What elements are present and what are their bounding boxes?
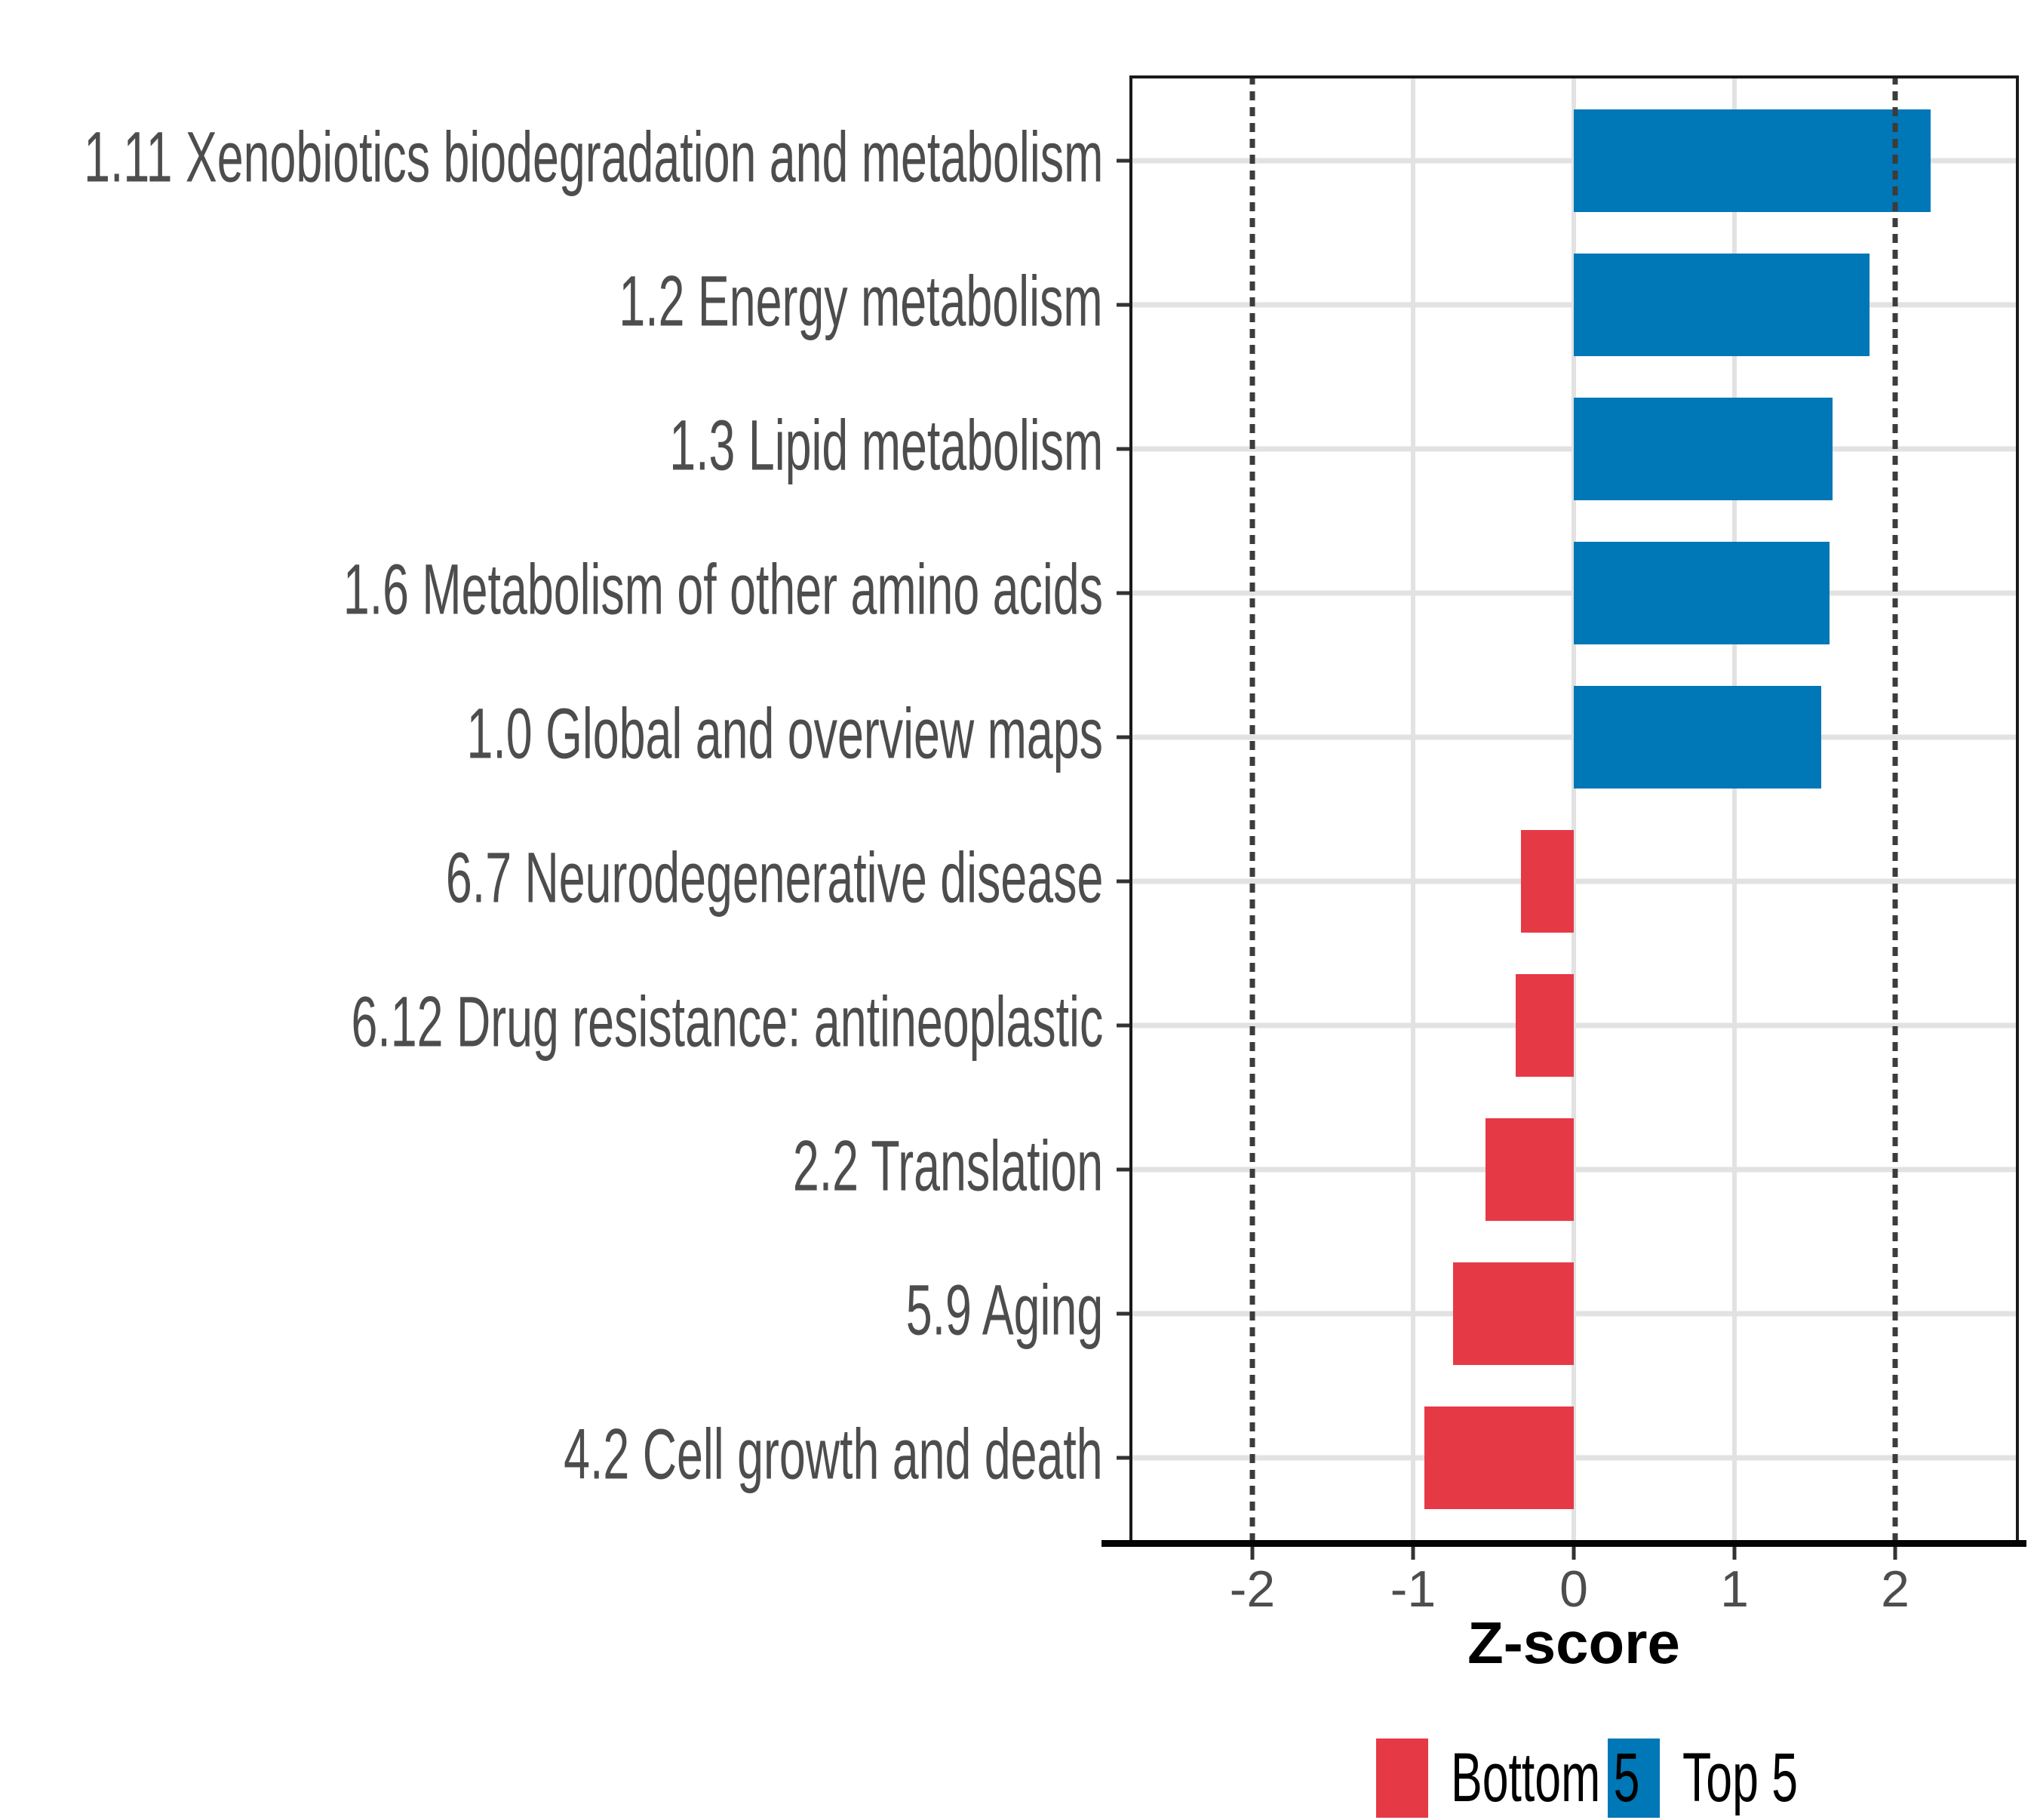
bar xyxy=(1574,542,1830,644)
category-label: 1.2 Energy metabolism xyxy=(619,261,1103,342)
legend-swatch-top5 xyxy=(1607,1738,1660,1818)
category-label: 1.0 Global and overview maps xyxy=(466,693,1103,774)
y-axis-tick xyxy=(1117,1167,1129,1172)
x-axis-tick xyxy=(1893,1547,1897,1560)
legend-label-bottom5: Bottom 5 xyxy=(1450,1739,1639,1816)
category-label: 1.3 Lipid metabolism xyxy=(668,405,1103,486)
category-label: 5.9 Aging xyxy=(905,1270,1103,1351)
bar-layer xyxy=(1129,75,2019,1545)
x-tick-label: 0 xyxy=(1559,1560,1588,1618)
y-axis-tick xyxy=(1117,1023,1129,1028)
y-axis-tick xyxy=(1117,158,1129,163)
y-axis-tick xyxy=(1117,447,1129,451)
category-label: 2.2 Translation xyxy=(792,1126,1103,1207)
x-tick-label: -2 xyxy=(1229,1560,1276,1618)
gridline-vertical xyxy=(1732,75,1737,1545)
y-axis-tick xyxy=(1117,879,1129,884)
reference-line xyxy=(1892,75,1898,1545)
x-axis-title: Z-score xyxy=(1467,1609,1680,1676)
x-axis-tick xyxy=(1732,1547,1737,1560)
gridline-vertical xyxy=(1572,75,1576,1545)
x-tick-label: 1 xyxy=(1720,1560,1749,1618)
y-axis-tick xyxy=(1117,735,1129,739)
bar xyxy=(1453,1262,1574,1365)
bar xyxy=(1520,830,1574,933)
legend-item-top5: Top 5 xyxy=(1607,1738,1798,1818)
category-label: 4.2 Cell growth and death xyxy=(564,1414,1103,1495)
category-label: 1.11 Xenobiotics biodegradation and meta… xyxy=(83,117,1103,198)
legend-label-top5: Top 5 xyxy=(1682,1739,1798,1816)
bar xyxy=(1574,398,1833,500)
bar xyxy=(1485,1118,1574,1221)
x-tick-label: -1 xyxy=(1390,1560,1436,1618)
x-axis-tick xyxy=(1572,1547,1576,1560)
bar xyxy=(1574,686,1822,789)
y-axis-tick xyxy=(1117,303,1129,307)
bar xyxy=(1574,109,1931,212)
reference-line xyxy=(1249,75,1255,1545)
x-axis-tick xyxy=(1411,1547,1415,1560)
bar xyxy=(1574,254,1870,356)
y-axis-tick xyxy=(1117,1311,1129,1316)
x-tick-label: 2 xyxy=(1881,1560,1909,1618)
y-axis-tick xyxy=(1117,591,1129,595)
reference-line-layer xyxy=(1129,75,2019,1545)
plot-panel xyxy=(1129,75,2019,1545)
y-axis-tick xyxy=(1117,1456,1129,1460)
category-label: 6.12 Drug resistance: antineoplastic xyxy=(351,982,1103,1062)
category-label: 1.6 Metabolism of other amino acids xyxy=(343,549,1103,630)
x-axis-line xyxy=(1101,1540,2026,1547)
legend-item-bottom5: Bottom 5 xyxy=(1375,1738,1639,1818)
category-label: 6.7 Neurodegenerative disease xyxy=(445,838,1103,918)
bar xyxy=(1424,1407,1574,1509)
legend-swatch-bottom5 xyxy=(1375,1738,1428,1818)
bar xyxy=(1516,974,1574,1077)
legend: Bottom 5 Top 5 xyxy=(1129,1735,2019,1820)
x-axis-tick xyxy=(1250,1547,1255,1560)
gridline-vertical xyxy=(1411,75,1415,1545)
